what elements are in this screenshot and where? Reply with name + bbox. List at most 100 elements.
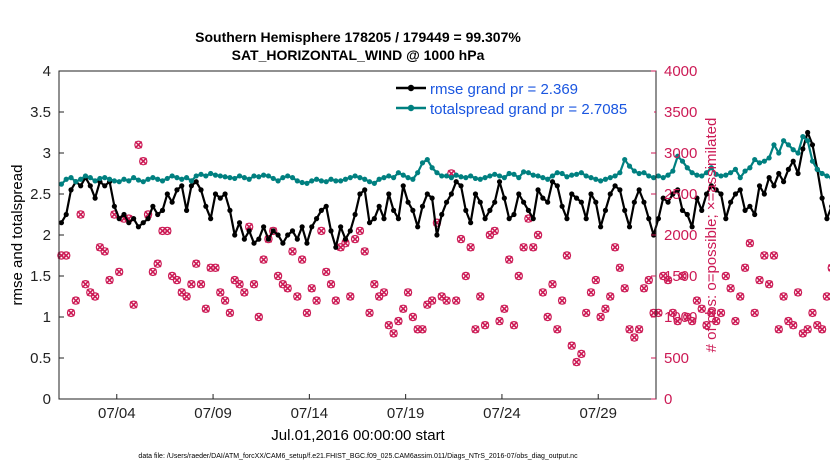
totalspread-point: [116, 179, 122, 185]
totalspread-point: [718, 173, 724, 179]
obs-possible-point: [423, 300, 432, 309]
totalspread-point: [703, 170, 710, 176]
rmse-point: [679, 207, 686, 213]
obs-assimilated-point: [356, 227, 364, 235]
totalspread-point: [386, 173, 392, 179]
obs-assimilated-point: [746, 239, 754, 247]
obs-possible-point: [307, 284, 316, 293]
rmse-point: [800, 146, 806, 152]
y-right-tick-label: 2500: [664, 186, 697, 203]
rmse-point: [304, 240, 310, 246]
obs-possible-point: [663, 275, 673, 285]
rmse-point: [689, 224, 695, 230]
obs-possible-point: [692, 296, 702, 305]
rmse-point: [217, 195, 223, 201]
obs-possible-point: [148, 267, 158, 277]
obs-assimilated-point: [645, 276, 653, 284]
totalspread-point: [371, 180, 377, 186]
totalspread-point: [492, 171, 498, 177]
obs-assimilated-point: [741, 264, 749, 272]
y-axis-right-label: # of obs: o=possible; ×=assimilated: [703, 118, 720, 353]
rmse-point: [126, 220, 132, 226]
obs-possible-point: [736, 292, 745, 301]
obs-assimilated-point: [683, 313, 692, 321]
obs-assimilated-point: [192, 259, 200, 268]
totalspread-point: [530, 172, 536, 178]
obs-assimilated-point: [187, 280, 196, 288]
obs-possible-point: [225, 308, 235, 318]
obs-possible-point: [543, 312, 552, 322]
totalspread-point: [776, 150, 782, 156]
obs-possible-point: [567, 341, 576, 350]
totalspread-point: [814, 166, 820, 172]
obs-assimilated-point: [616, 264, 624, 272]
rmse-point: [506, 216, 512, 222]
totalspread-point: [357, 175, 363, 181]
obs-assimilated-point: [197, 280, 205, 288]
chart-title: Southern Hemisphere 178205 / 179449 = 99…: [195, 29, 521, 45]
totalspread-point: [111, 178, 117, 184]
obs-assimilated-point: [327, 280, 335, 288]
rmse-point: [655, 216, 662, 222]
totalspread-point: [487, 173, 493, 179]
obs-assimilated-point: [515, 272, 523, 280]
totalspread-point: [236, 173, 243, 179]
totalspread-point: [525, 170, 532, 176]
obs-possible-point: [322, 267, 331, 277]
totalspread-point: [63, 176, 69, 182]
rmse-point: [376, 203, 382, 209]
obs-assimilated-point: [370, 280, 379, 288]
obs-assimilated-point: [312, 296, 321, 305]
y-axis-right-ticks: 0 500 1000 1500 2000 2500 3000 3500 4000: [651, 63, 697, 408]
totalspread-point: [395, 170, 402, 176]
obs-assimilated-point: [452, 296, 460, 305]
rmse-point: [63, 211, 69, 218]
obs-possible-point: [76, 210, 85, 219]
totalspread-point: [415, 170, 421, 176]
obs-assimilated-point: [298, 255, 306, 264]
obs-possible-point: [553, 325, 562, 334]
obs-assimilated-point: [259, 255, 268, 264]
obs-possible-point: [211, 263, 220, 272]
obs-assimilated-point: [755, 276, 764, 284]
obs-assimilated-point: [211, 264, 220, 272]
obs-assimilated-point: [596, 313, 605, 321]
obs-possible-point: [577, 349, 586, 359]
rmse-point: [174, 187, 180, 193]
obs-assimilated-point: [635, 325, 643, 334]
totalspread-point: [212, 172, 219, 178]
obs-possible-point: [66, 308, 76, 318]
totalspread-point: [477, 176, 483, 182]
obs-possible-point: [548, 280, 557, 289]
obs-assimilated-point: [620, 284, 629, 293]
rmse-point: [602, 207, 609, 213]
obs-assimilated-point: [230, 276, 239, 284]
obs-possible-point: [572, 357, 581, 367]
rmse-point: [684, 211, 690, 218]
totalspread-point: [140, 179, 146, 185]
obs-possible-point: [581, 308, 591, 318]
totalspread-point: [73, 179, 79, 185]
obs-possible-point: [317, 226, 326, 236]
obs-possible-point: [384, 321, 393, 330]
totalspread-point: [482, 175, 488, 181]
obs-assimilated-point: [385, 321, 393, 329]
rmse-point: [323, 203, 329, 209]
rmse-point: [309, 224, 315, 230]
rmse-point: [58, 220, 65, 226]
obs-assimilated-point: [553, 325, 562, 334]
totalspread-point: [58, 181, 65, 187]
x-tick-label: 07/19: [387, 405, 425, 422]
totalspread-point: [708, 165, 714, 171]
totalspread-point: [285, 173, 291, 179]
obs-possible-point: [297, 255, 307, 264]
rmse-point: [540, 195, 546, 201]
obs-assimilated-point: [611, 243, 619, 252]
obs-assimilated-point: [572, 358, 581, 366]
rmse-point: [617, 187, 623, 193]
obs-possible-point: [803, 325, 812, 334]
totalspread-point: [496, 173, 503, 179]
obs-assimilated-point: [471, 325, 480, 334]
y-axis-left-label: rmse and totalspread: [9, 165, 26, 306]
